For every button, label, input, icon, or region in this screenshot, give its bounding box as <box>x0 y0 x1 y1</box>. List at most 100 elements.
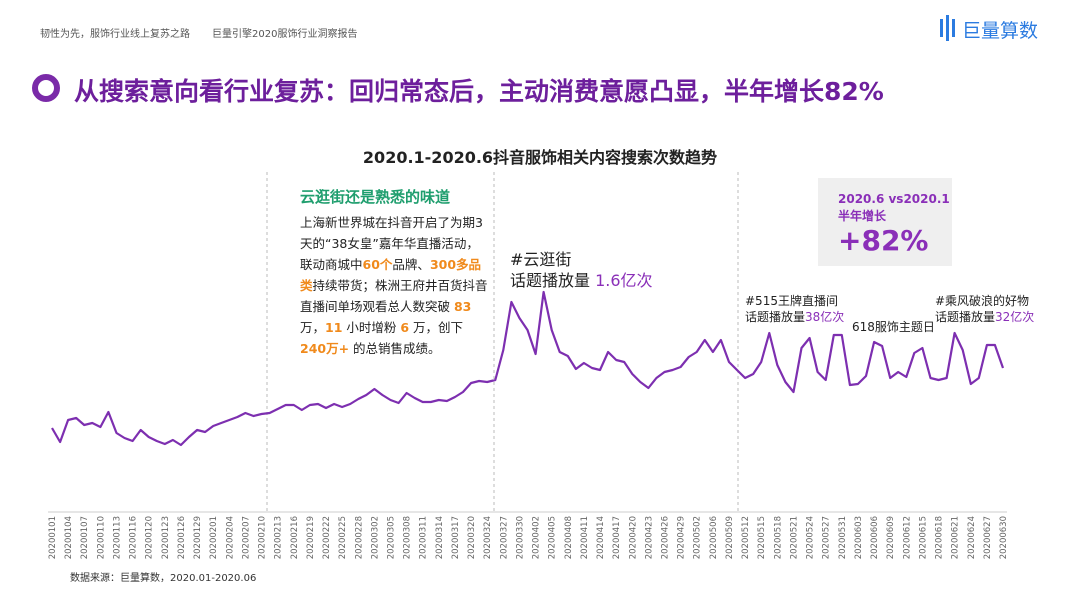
x-tick-label: 20200311 <box>419 516 429 559</box>
text: 品牌、 <box>392 257 430 272</box>
x-tick-label: 20200606 <box>870 516 880 559</box>
x-tick-label: 20200408 <box>564 516 574 559</box>
x-tick-label: 20200107 <box>80 516 90 559</box>
x-tick-label: 20200116 <box>129 516 139 559</box>
x-tick-label: 20200219 <box>306 516 316 559</box>
x-tick-label: 20200314 <box>435 516 445 559</box>
text: 38亿次 <box>805 310 845 324</box>
annotation-text: 话题播放量38亿次 <box>745 308 844 325</box>
x-tick-label: 20200609 <box>886 516 896 559</box>
x-tick-label: 20200405 <box>548 516 558 559</box>
x-tick-label: 20200521 <box>789 516 799 559</box>
x-tick-label: 20200330 <box>515 516 525 559</box>
x-tick-label: 20200423 <box>644 516 654 559</box>
text: 话题播放量 <box>510 271 596 290</box>
x-tick-label: 20200527 <box>822 516 832 559</box>
x-tick-label: 20200621 <box>951 516 961 559</box>
x-tick-label: 20200210 <box>258 516 268 559</box>
brand-logo <box>940 15 955 41</box>
x-tick-label: 20200305 <box>386 516 396 559</box>
stat-box <box>818 178 952 266</box>
text: 60个 <box>362 257 393 272</box>
x-tick-label: 20200228 <box>354 516 364 559</box>
x-tick-label: 20200518 <box>773 516 783 559</box>
x-tick-label: 20200213 <box>274 516 284 559</box>
x-tick-label: 20200506 <box>709 516 719 559</box>
x-tick-label: 20200222 <box>322 516 332 559</box>
x-tick-label: 20200201 <box>209 516 219 559</box>
text: 11 <box>325 320 343 335</box>
stat-line: 半年增长 <box>838 209 887 223</box>
x-tick-label: 20200618 <box>935 516 945 559</box>
x-tick-label: 20200509 <box>725 516 735 559</box>
x-tick-label: 20200120 <box>145 516 155 559</box>
report-subtitle: 韧性为先，服饰行业线上复苏之路 <box>40 29 190 40</box>
stat-line: 2020.6 vs2020.1 <box>838 192 950 206</box>
text: 小时增粉 <box>342 320 401 335</box>
x-tick-label: 20200320 <box>467 516 477 559</box>
x-tick-label: 20200402 <box>532 516 542 559</box>
x-tick-label: 20200123 <box>161 516 171 559</box>
text: 万，创下 <box>409 320 464 335</box>
x-tick-label: 20200104 <box>64 516 74 559</box>
x-tick-label: 20200524 <box>806 516 816 559</box>
x-tick-label: 20200627 <box>983 516 993 559</box>
x-tick-label: 20200129 <box>193 516 203 559</box>
annotation-text: 上海新世界城在抖音开启了为期3天的“38女皇”嘉年华直播活动，联动商城中60个品… <box>300 212 488 359</box>
heading-icon <box>32 74 60 102</box>
text: 的总销售成绩。 <box>349 341 441 356</box>
heading: 从搜索意向看行业复苏：回归常态后，主动消费意愿凸显，半年增长82% <box>74 77 884 106</box>
x-tick-label: 20200101 <box>48 516 58 559</box>
x-tick-label: 20200414 <box>596 516 606 559</box>
report-name: 巨量引擎2020服饰行业洞察报告 <box>212 29 358 40</box>
annotation-text: 话题播放量32亿次 <box>935 308 1034 325</box>
annotation-text: 话题播放量 1.6亿次 <box>510 267 653 291</box>
x-tick-label: 20200502 <box>693 516 703 559</box>
x-tick-label: 20200308 <box>403 516 413 559</box>
x-tick-label: 20200426 <box>661 516 671 559</box>
x-tick-label: 20200225 <box>338 516 348 559</box>
x-tick-label: 20200615 <box>918 516 928 559</box>
text: 240万+ <box>300 341 350 356</box>
text: 话题播放量 <box>935 310 996 324</box>
x-tick-label: 20200113 <box>112 516 122 559</box>
stat-value: +82% <box>838 224 929 257</box>
x-tick-label: 20200429 <box>677 516 687 559</box>
x-tick-label: 20200512 <box>741 516 751 559</box>
text: 300多品类 <box>300 257 482 293</box>
x-tick-label: 20200624 <box>967 516 977 559</box>
x-tick-label: 20200630 <box>999 516 1009 559</box>
annotation-title: #乘风破浪的好物 <box>935 294 1030 308</box>
annotation-title: 云逛街还是熟悉的味道 <box>300 188 451 206</box>
text: 上海新世界城在抖音开启了为期3天的“38女皇”嘉年华直播活动，联动商城中 <box>300 215 483 272</box>
source: 数据来源：巨量算数，2020.01-2020.06 <box>70 573 257 584</box>
x-tick-label: 20200603 <box>854 516 864 559</box>
text: 6 <box>400 320 410 335</box>
x-tick-label: 20200302 <box>370 516 380 559</box>
x-tick-label: 20200531 <box>838 516 848 559</box>
x-tick-label: 20200411 <box>580 516 590 559</box>
text: 万， <box>300 320 326 335</box>
x-tick-label: 20200207 <box>241 516 251 559</box>
x-tick-label: 20200327 <box>499 516 509 559</box>
x-tick-label: 20200317 <box>451 516 461 559</box>
text: 持续带货；株洲王府井百货抖音直播间单场观看总人数突破 <box>300 278 488 314</box>
line <box>51 290 1005 447</box>
brand: 巨量算数 <box>962 20 1039 42</box>
annotation-title: 618服饰主题日 <box>852 320 935 334</box>
text: 话题播放量 <box>745 310 806 324</box>
x-tick-label: 20200420 <box>628 516 638 559</box>
x-tick-label: 20200612 <box>902 516 912 559</box>
text: 1.6亿次 <box>595 271 653 290</box>
chart-title: 2020.1-2020.6抖音服饰相关内容搜索次数趋势 <box>362 148 718 167</box>
x-tick-label: 20200126 <box>177 516 187 559</box>
x-tick-label: 20200324 <box>483 516 493 559</box>
x-tick-label: 20200204 <box>225 516 235 559</box>
annotation-title: #云逛街 <box>510 250 572 269</box>
text: 32亿次 <box>995 310 1035 324</box>
x-tick-label: 20200216 <box>290 516 300 559</box>
x-tick-label: 20200417 <box>612 516 622 559</box>
x-tick-label: 20200110 <box>96 516 106 559</box>
